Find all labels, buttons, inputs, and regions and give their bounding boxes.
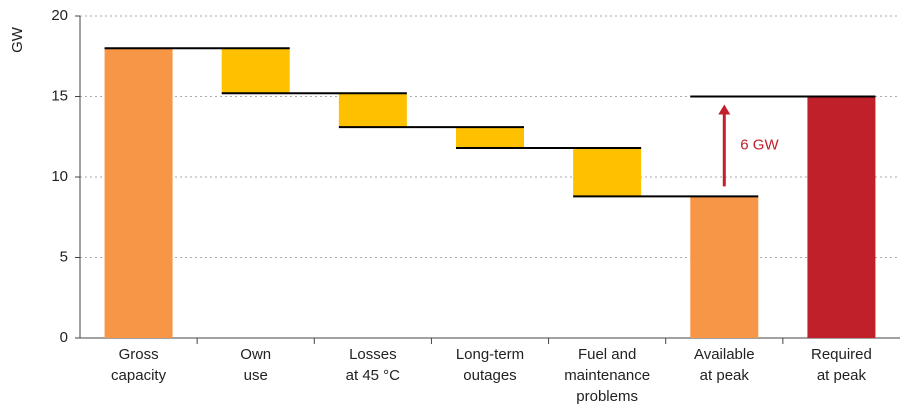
x-tick-label-line: at peak: [700, 367, 750, 384]
x-tick-label-line: use: [244, 367, 268, 384]
x-tick-label-line: Gross: [119, 346, 159, 363]
x-tick-label-line: Long-term: [456, 346, 524, 363]
bar: [456, 127, 524, 149]
y-tick-label: 5: [60, 248, 68, 265]
annotation-arrowhead: [718, 104, 731, 115]
x-tick-label-line: at 45 °C: [346, 367, 401, 384]
x-tick-label-line: problems: [576, 388, 638, 405]
bar: [221, 48, 290, 94]
x-tick-label-line: capacity: [111, 367, 167, 384]
x-tick-label-line: Own: [240, 346, 271, 363]
y-tick-label: 20: [51, 7, 68, 24]
x-tick-label: Losses at 45 °C: [346, 346, 401, 384]
annotation: 6 GW: [740, 136, 779, 153]
x-tick-label-line: at peak: [817, 367, 867, 384]
x-tick-label-line: maintenance: [564, 367, 650, 384]
y-tick-label: 0: [60, 329, 68, 346]
bar: [338, 93, 407, 128]
x-tick-label-line: outages: [463, 367, 516, 384]
x-tick-label: Long-term outages: [456, 346, 524, 384]
y-tick-label: 10: [51, 168, 68, 185]
x-tick-label: Required at peak: [811, 346, 872, 384]
bar: [104, 48, 173, 338]
x-tick-label: Gross capacity: [111, 346, 167, 384]
y-axis-label: GW: [9, 26, 26, 53]
x-tick-label: Fuel and maintenance problems: [564, 346, 650, 405]
bar: [807, 96, 876, 338]
bar: [690, 196, 759, 338]
x-tick-label-line: Losses: [349, 346, 397, 363]
x-tick-label-line: Fuel and: [578, 346, 636, 363]
y-tick-label: 15: [51, 87, 68, 104]
x-tick-label-line: Required: [811, 346, 872, 363]
x-tick-label-line: Available: [694, 346, 755, 363]
bar: [573, 148, 642, 197]
x-tick-label: Available at peak: [694, 346, 755, 384]
x-tick-label: Own use: [240, 346, 271, 384]
